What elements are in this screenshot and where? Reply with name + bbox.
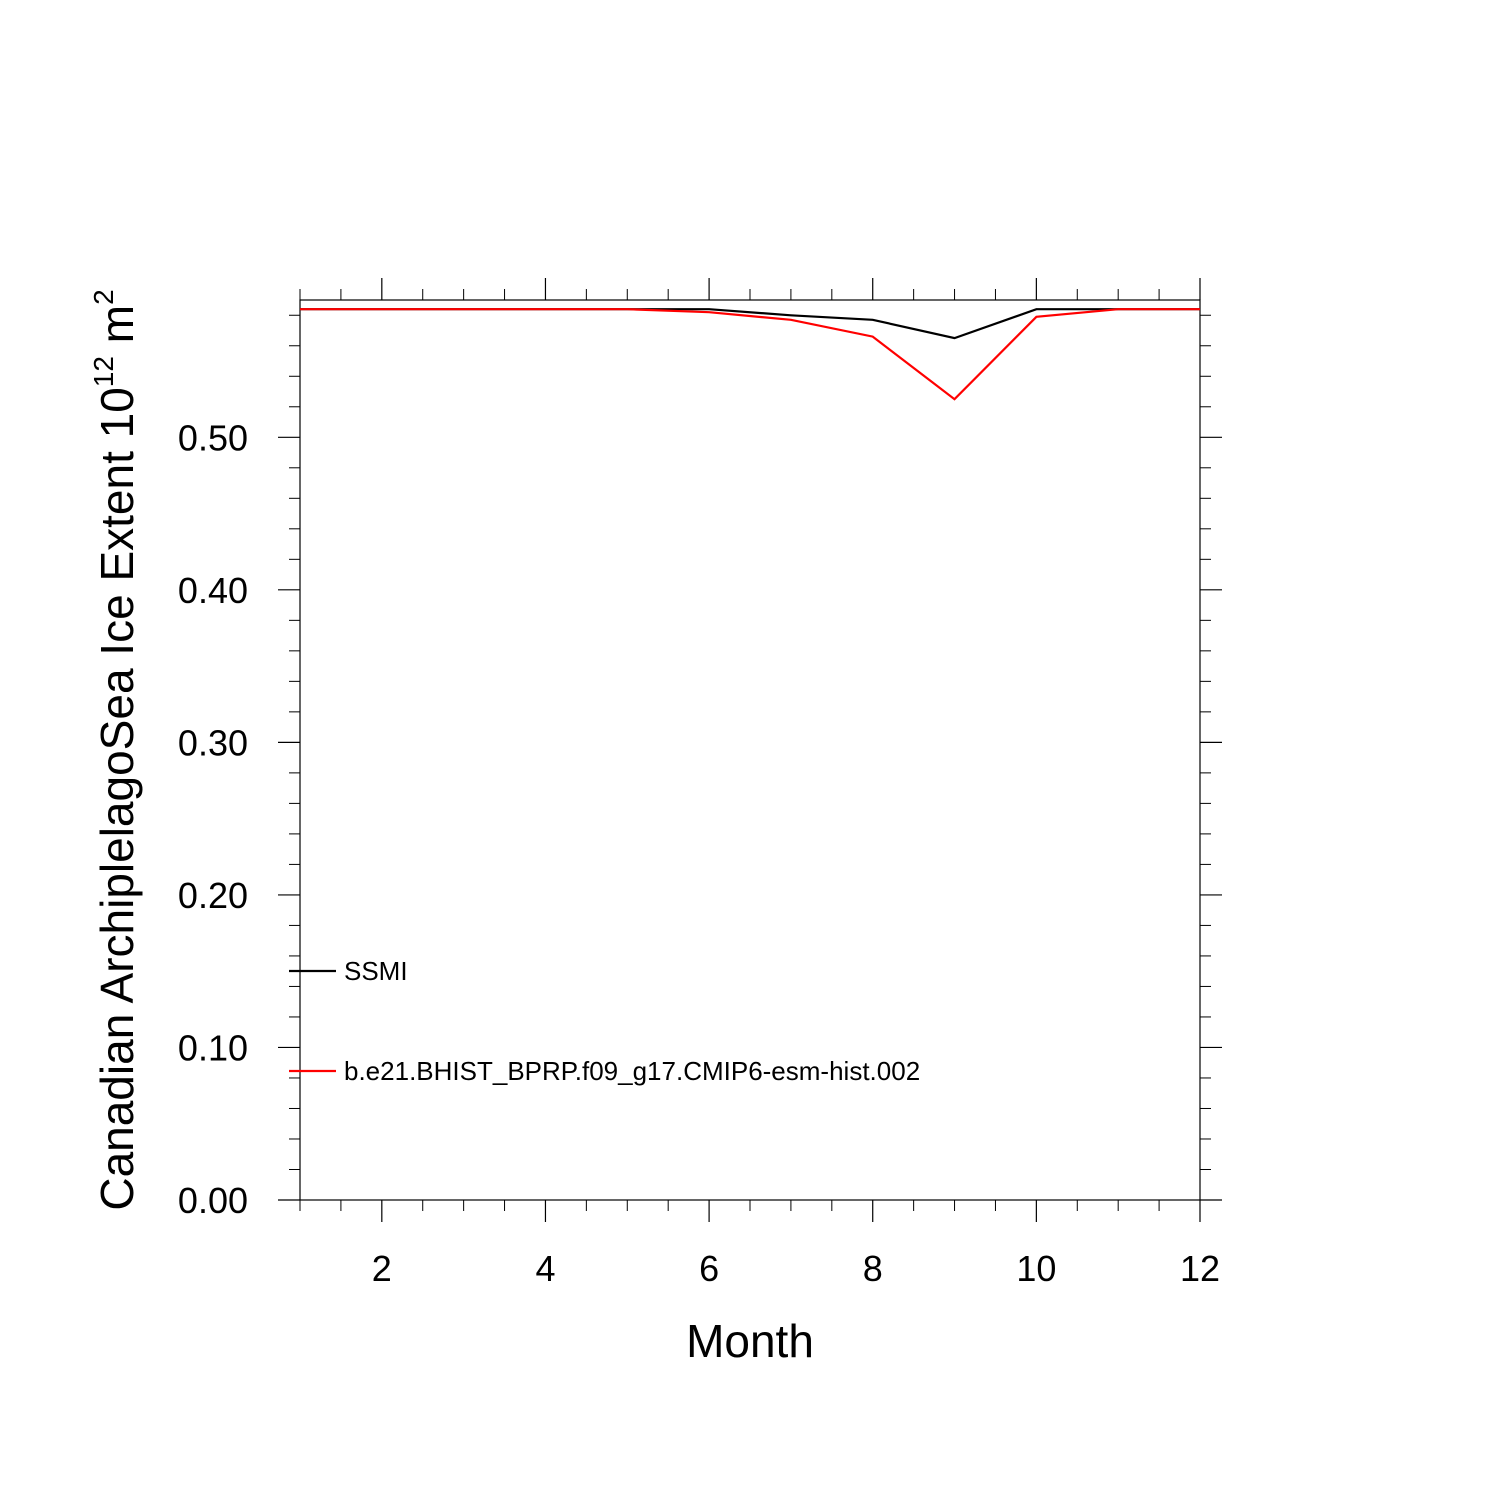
y-tick-label: 0.40	[178, 570, 248, 611]
legend-label: b.e21.BHIST_BPRP.f09_g17.CMIP6-esm-hist.…	[344, 1056, 920, 1086]
x-axis-title: Month	[686, 1315, 814, 1367]
series-line-model	[300, 308, 1200, 401]
legend-label: SSMI	[344, 956, 408, 986]
x-tick-label: 4	[535, 1248, 555, 1289]
y-tick-label: 0.20	[178, 875, 248, 916]
y-tick-label: 0.30	[178, 722, 248, 763]
y-tick-label: 0.00	[178, 1180, 248, 1221]
x-tick-label: 12	[1180, 1248, 1220, 1289]
axis-ticks	[278, 278, 1222, 1222]
y-axis-title: Canadian ArchiplelagoSea Ice Extent 1012…	[88, 289, 143, 1210]
data-lines	[299, 308, 1201, 401]
legend: SSMI b.e21.BHIST_BPRP.f09_g17.CMIP6-esm-h…	[289, 956, 920, 1086]
y-tick-label: 0.10	[178, 1027, 248, 1068]
y-tick-label: 0.50	[178, 417, 248, 458]
axis-tick-labels: 2 4 6 8 10 12 0.00 0.10 0.20 0.30 0.40 0.50	[178, 417, 1220, 1289]
x-tick-label: 10	[1016, 1248, 1056, 1289]
x-tick-label: 6	[699, 1248, 719, 1289]
x-tick-label: 2	[372, 1248, 392, 1289]
x-tick-label: 8	[863, 1248, 883, 1289]
